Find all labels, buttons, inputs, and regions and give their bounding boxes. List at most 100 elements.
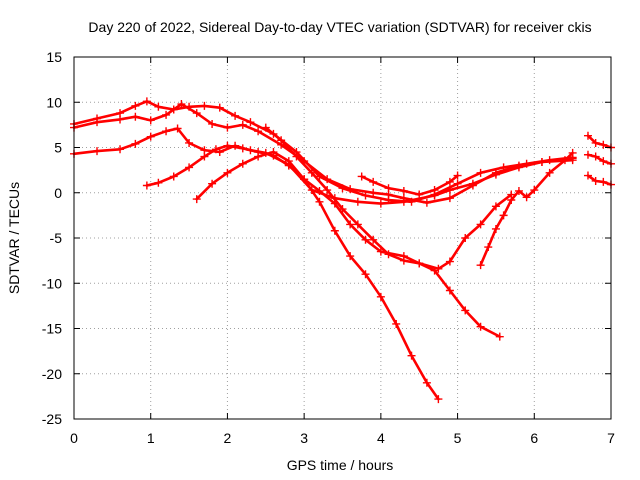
data-point (434, 264, 443, 273)
data-point (192, 109, 201, 118)
data-point (476, 220, 485, 229)
data-point (162, 127, 171, 136)
plot-area (70, 97, 615, 404)
series-track-f (261, 123, 504, 341)
series-line (586, 153, 613, 166)
data-point (162, 110, 171, 119)
data-point (173, 124, 182, 133)
data-point (499, 211, 508, 220)
data-point (476, 168, 485, 177)
data-point (583, 171, 592, 180)
data-point (116, 145, 125, 154)
data-point (208, 119, 217, 128)
y-tick-label: 0 (54, 185, 62, 201)
y-tick-label: 15 (46, 49, 62, 65)
data-point (461, 234, 470, 242)
data-point (445, 286, 454, 295)
data-point (415, 190, 424, 199)
data-point (93, 118, 102, 127)
y-tick-label: -10 (42, 275, 62, 291)
data-point (200, 152, 209, 161)
data-point (514, 186, 523, 195)
data-point (223, 141, 232, 150)
data-point (223, 123, 232, 132)
data-point (583, 150, 592, 159)
data-point (238, 159, 247, 168)
data-point (93, 147, 102, 156)
data-point (215, 103, 224, 112)
data-point (376, 247, 385, 256)
data-point (238, 120, 247, 129)
series-line (586, 134, 613, 149)
data-point (530, 186, 539, 195)
y-tick-label: -5 (50, 230, 63, 246)
data-point (246, 118, 255, 127)
data-point (399, 256, 408, 265)
y-tick-label: 10 (46, 94, 62, 110)
data-point (307, 168, 316, 177)
data-point (254, 127, 263, 136)
x-tick-label: 6 (530, 430, 538, 446)
data-point (192, 195, 201, 204)
chart-title: Day 220 of 2022, Sidereal Day-to-day VTE… (88, 19, 591, 35)
data-point (430, 266, 439, 275)
x-tick-label: 3 (300, 430, 308, 446)
data-point (568, 148, 577, 157)
data-point (369, 188, 378, 197)
data-point (599, 177, 608, 186)
data-point (353, 197, 362, 206)
data-point (177, 100, 186, 109)
data-point (338, 205, 347, 214)
data-point (146, 132, 155, 141)
data-point (422, 198, 431, 207)
data-point (200, 101, 209, 110)
data-point (445, 194, 454, 203)
series-line (145, 144, 513, 271)
data-point (142, 97, 151, 106)
data-point (292, 152, 301, 161)
data-point (208, 179, 217, 188)
data-point (315, 186, 324, 195)
data-point (476, 261, 485, 270)
data-point (131, 101, 140, 110)
data-point (330, 226, 339, 235)
data-point (468, 179, 477, 188)
data-point (300, 175, 309, 184)
data-point (434, 395, 443, 404)
data-point (361, 270, 370, 279)
data-point (223, 168, 232, 177)
data-point (591, 152, 600, 161)
data-point (445, 177, 454, 186)
data-point (369, 177, 378, 186)
x-tick-label: 1 (147, 430, 155, 446)
data-point (238, 144, 247, 153)
data-point (269, 148, 278, 157)
data-point (154, 178, 163, 187)
y-tick-label: -25 (42, 411, 62, 427)
series-line (264, 126, 502, 338)
data-point (507, 195, 516, 204)
data-point (545, 168, 554, 177)
series-line (72, 127, 574, 205)
data-point (399, 197, 408, 206)
data-point (514, 163, 523, 172)
data-point (261, 123, 270, 132)
data-point (131, 112, 140, 121)
data-point (522, 193, 531, 202)
data-point (476, 322, 485, 331)
series-track-g (357, 171, 462, 199)
data-point (491, 202, 500, 211)
data-point (591, 138, 600, 147)
data-point (254, 152, 263, 161)
data-point (185, 163, 194, 172)
data-point (445, 257, 454, 266)
data-point (185, 138, 194, 147)
data-point (445, 186, 454, 195)
series-line (360, 174, 459, 196)
x-tick-label: 0 (70, 430, 78, 446)
data-point (384, 250, 393, 259)
data-point (407, 351, 416, 360)
data-point (560, 156, 569, 165)
series-track-j (583, 150, 615, 168)
